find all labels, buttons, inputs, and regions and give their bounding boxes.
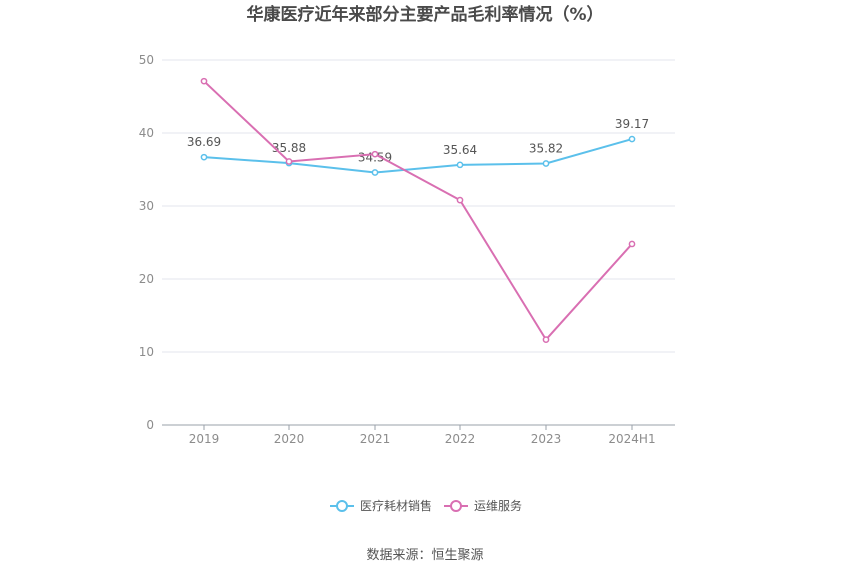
y-tick-label: 20 xyxy=(139,272,154,286)
data-point xyxy=(542,336,550,343)
source-note: 数据来源：恒生聚源 xyxy=(366,548,483,563)
data-label: 35.88 xyxy=(272,141,306,155)
x-tick-label: 2023 xyxy=(531,432,562,446)
y-tick-label: 40 xyxy=(139,126,154,140)
series-line xyxy=(203,80,633,342)
legend-label: 运维服务 xyxy=(474,498,522,513)
data-point xyxy=(200,153,208,161)
legend-label: 医疗耗材销售 xyxy=(360,498,432,513)
data-label: 39.17 xyxy=(615,117,649,131)
series-2 xyxy=(200,77,636,343)
legend-marker-icon xyxy=(336,500,348,512)
data-label: 35.64 xyxy=(443,143,477,157)
data-point xyxy=(628,135,636,143)
x-tick-label: 2019 xyxy=(189,432,220,446)
data-point xyxy=(200,77,208,85)
data-point xyxy=(628,240,636,248)
x-tick-label: 2024H1 xyxy=(608,432,655,446)
grid xyxy=(162,59,675,353)
data-label: 36.69 xyxy=(187,135,221,149)
x-tick-label: 2021 xyxy=(360,432,391,446)
data-point xyxy=(456,196,464,204)
y-tick-label: 10 xyxy=(139,345,154,359)
chart-title: 华康医疗近年来部分主要产品毛利率情况（%） xyxy=(246,4,603,25)
x-tick-label: 2022 xyxy=(445,432,476,446)
legend: 医疗耗材销售 运维服务 xyxy=(330,498,522,513)
x-axis: 2019 2020 2021 2022 2023 2024H1 xyxy=(162,424,675,446)
series-line xyxy=(203,138,633,174)
y-tick-label: 50 xyxy=(139,53,154,67)
y-tick-label: 0 xyxy=(146,418,154,432)
data-point xyxy=(542,160,550,167)
y-axis: 0 10 20 30 40 50 xyxy=(139,53,154,432)
data-point xyxy=(456,161,464,169)
legend-item-2[interactable]: 运维服务 xyxy=(444,498,522,513)
data-point xyxy=(285,158,293,165)
y-tick-label: 30 xyxy=(139,199,154,213)
x-tick-label: 2020 xyxy=(274,432,305,446)
data-point xyxy=(371,169,379,176)
legend-marker-icon xyxy=(450,500,462,512)
data-label: 35.82 xyxy=(529,142,563,156)
legend-item-1[interactable]: 医疗耗材销售 xyxy=(330,498,432,513)
data-point xyxy=(371,150,379,158)
